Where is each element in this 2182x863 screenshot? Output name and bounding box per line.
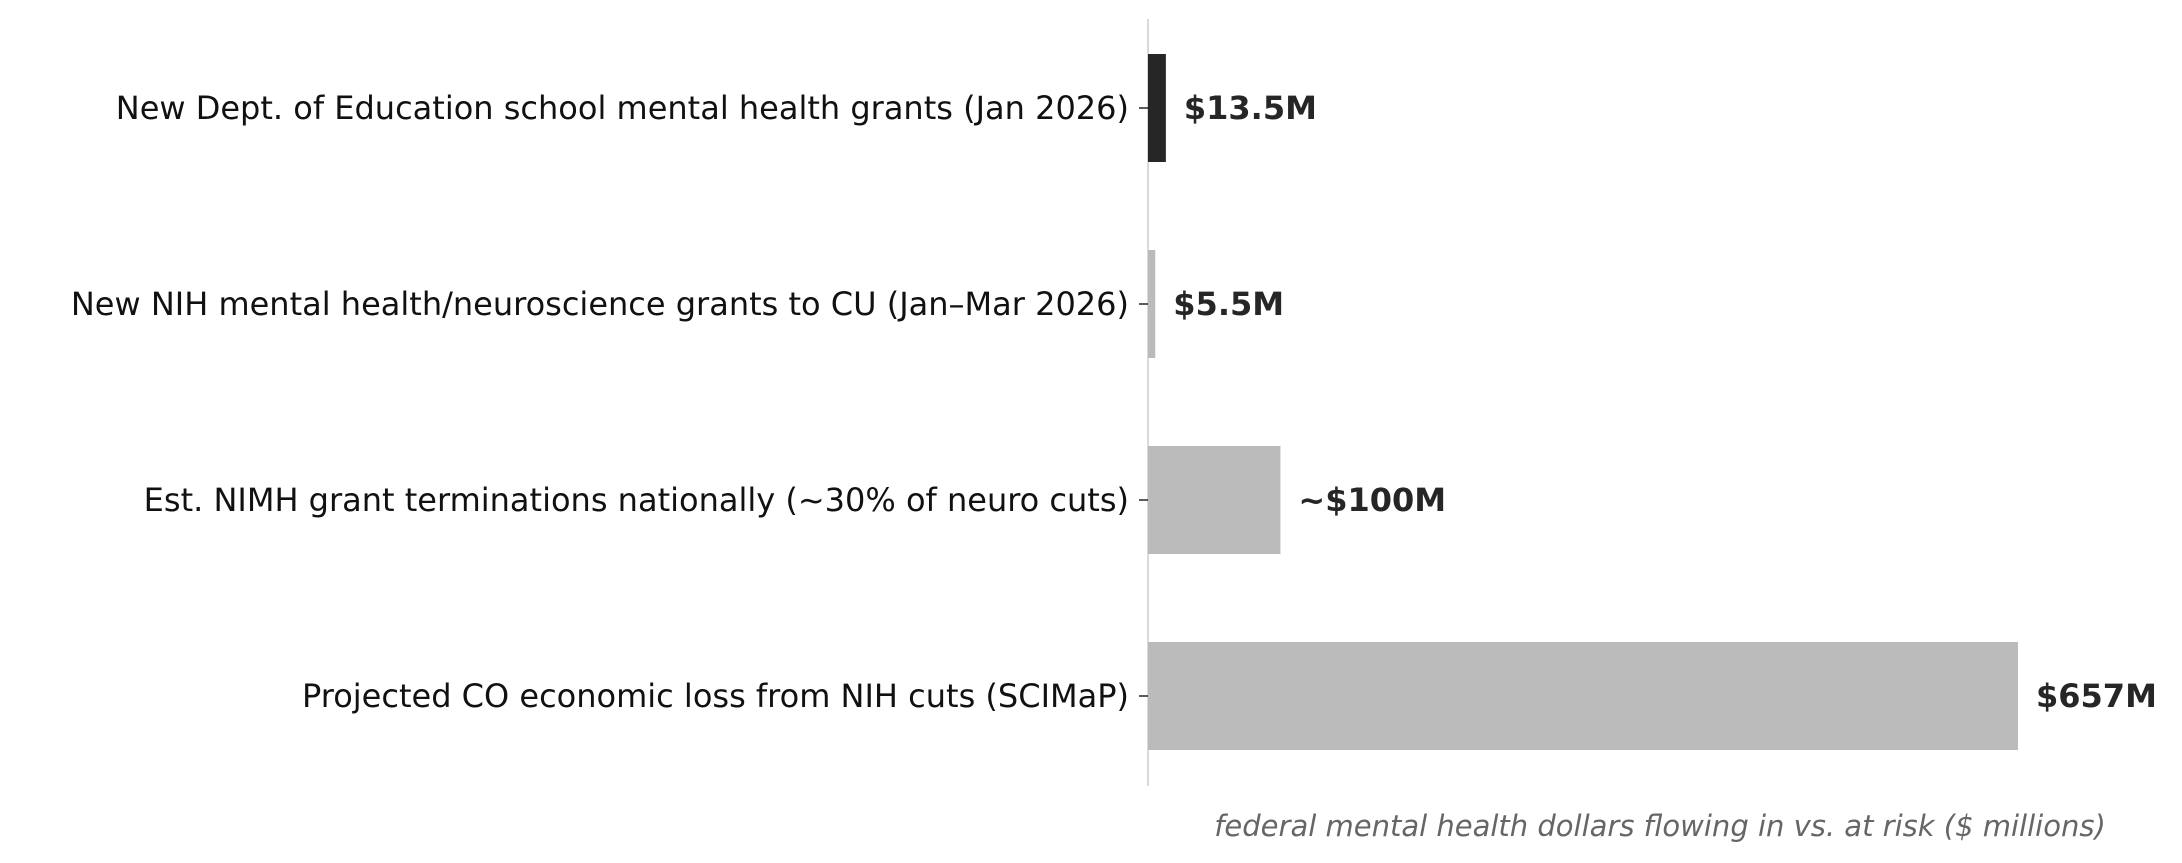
bar <box>1148 446 1281 554</box>
category-label: Projected CO economic loss from NIH cuts… <box>302 677 1129 715</box>
bar-value-label: $13.5M <box>1184 89 1317 127</box>
category-label: New Dept. of Education school mental hea… <box>116 89 1129 127</box>
category-label: New NIH mental health/neuroscience grant… <box>71 285 1129 323</box>
bar <box>1148 642 2018 750</box>
bar <box>1148 54 1166 162</box>
bars-layer: New Dept. of Education school mental hea… <box>71 54 2157 750</box>
bar-value-label: $657M <box>2036 677 2157 715</box>
category-label: Est. NIMH grant terminations nationally … <box>144 481 1129 519</box>
x-axis-label: federal mental health dollars flowing in… <box>1214 809 2106 843</box>
bar-value-label: ~$100M <box>1298 481 1446 519</box>
bar <box>1148 250 1156 358</box>
bar-value-label: $5.5M <box>1173 285 1284 323</box>
